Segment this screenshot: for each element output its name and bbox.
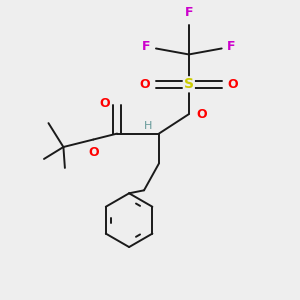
Text: O: O	[140, 78, 150, 91]
Text: H: H	[144, 121, 152, 131]
Text: S: S	[184, 77, 194, 91]
Text: O: O	[196, 108, 207, 121]
Text: O: O	[99, 97, 110, 110]
Text: O: O	[88, 146, 99, 159]
Text: F: F	[227, 40, 236, 52]
Text: F: F	[184, 6, 193, 19]
Text: F: F	[142, 40, 151, 52]
Text: O: O	[228, 78, 238, 91]
